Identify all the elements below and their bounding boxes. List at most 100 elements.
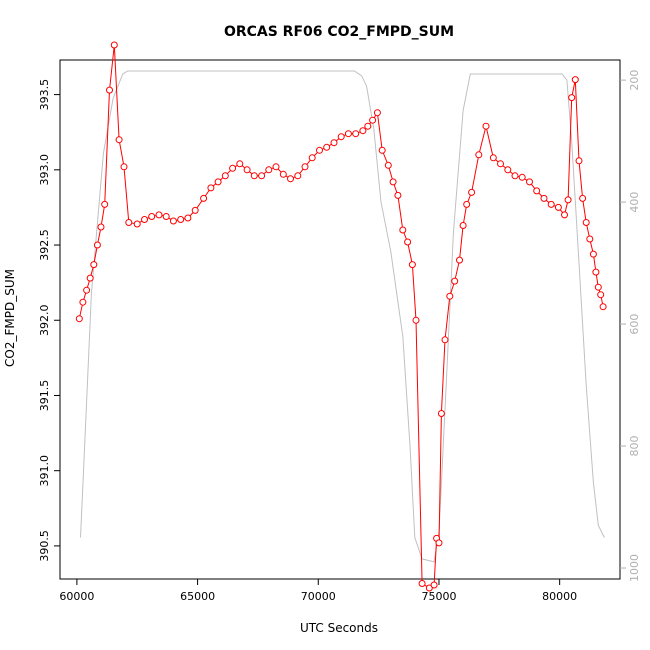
y2-tick-label: 600 <box>628 314 641 335</box>
co2-point <box>250 172 258 180</box>
co2-point <box>441 336 449 344</box>
co2-point <box>265 166 273 174</box>
co2-point <box>221 172 229 180</box>
co2-point <box>169 217 177 225</box>
co2-point <box>561 211 568 219</box>
plot-frame <box>59 59 621 580</box>
y-tick-label: 392.5 <box>38 229 51 261</box>
co2-point <box>90 261 98 269</box>
co2-point <box>308 154 316 162</box>
y-axis-label: CO2_FMPD_SUM <box>3 269 17 367</box>
y-tick-label: 392.0 <box>38 305 51 337</box>
co2-point <box>599 303 607 311</box>
y-tick-label: 393.0 <box>38 154 51 186</box>
co2-point <box>79 298 87 306</box>
co2-point <box>93 241 101 249</box>
co2-point <box>162 213 170 220</box>
co2-point <box>437 410 445 417</box>
co2-point <box>258 172 266 180</box>
co2-point <box>378 146 386 154</box>
co2-point <box>148 213 156 220</box>
co2-point <box>582 219 590 226</box>
co2-point <box>120 163 128 171</box>
co2-point <box>594 283 602 291</box>
co2-point <box>554 203 562 211</box>
y2-tick-label: 400 <box>628 192 641 213</box>
x-tick-label: 80000 <box>542 590 577 603</box>
x-tick-label: 75000 <box>421 590 456 603</box>
co2-point <box>540 194 548 202</box>
co2-point <box>394 191 402 199</box>
co2-point <box>207 184 215 192</box>
x-axis: 60000 65000 70000 75000 80000 <box>59 579 577 603</box>
co2-point <box>451 277 459 285</box>
co2-point <box>236 160 244 168</box>
co2-point <box>115 136 123 144</box>
co2-point <box>287 175 294 183</box>
co2-point <box>435 539 443 547</box>
co2-point <box>575 157 583 165</box>
y-axis-right: 200 400 600 800 1000 <box>620 70 641 582</box>
co2-point <box>412 316 420 324</box>
co2-point <box>408 261 416 269</box>
y-axis-left: 390.5 391.0 391.5 392.0 392.5 393.0 393.5 <box>38 79 60 562</box>
co2-point <box>468 188 476 196</box>
co2-point <box>191 206 199 214</box>
co2-point <box>133 220 141 228</box>
co2-point <box>323 143 331 151</box>
co2-point <box>83 286 91 294</box>
co2-point <box>344 130 352 138</box>
co2-point <box>504 166 512 174</box>
co2-point <box>446 292 454 300</box>
co2-series-points <box>75 41 607 592</box>
y2-tick-label: 800 <box>628 436 641 457</box>
y-tick-label: 391.5 <box>38 380 51 412</box>
x-tick-label: 60000 <box>59 590 94 603</box>
x-axis-label: UTC Seconds <box>300 621 378 635</box>
co2-point <box>373 109 381 117</box>
co2-point <box>430 581 438 589</box>
co2-point <box>229 164 237 172</box>
co2-series-line <box>78 44 604 589</box>
co2-point <box>404 238 412 246</box>
co2-point <box>125 219 133 226</box>
co2-point <box>294 172 302 180</box>
pressure-line <box>80 70 605 563</box>
co2-point <box>586 235 594 243</box>
co2-point <box>564 196 572 204</box>
chart-title: ORCAS RF06 CO2_FMPD_SUM <box>224 24 454 40</box>
co2-point <box>589 250 597 258</box>
co2-point <box>459 222 467 229</box>
co2-point <box>359 127 367 135</box>
co2-point <box>482 122 490 130</box>
y2-tick-label: 200 <box>628 70 641 91</box>
co2-point <box>547 200 555 208</box>
co2-point <box>184 214 192 222</box>
co2-point <box>369 116 377 124</box>
co2-point <box>272 163 280 171</box>
co2-point <box>75 315 83 323</box>
co2-point <box>337 133 345 141</box>
x-tick-label: 70000 <box>301 590 336 603</box>
co2-point <box>384 161 392 169</box>
co2-point <box>200 194 208 202</box>
co2-point <box>301 163 309 171</box>
co2-point <box>399 226 407 234</box>
co2-point <box>456 256 463 264</box>
co2-point <box>497 160 504 168</box>
co2-point <box>101 200 109 208</box>
x-tick-label: 65000 <box>180 590 215 603</box>
co2-point <box>571 76 579 84</box>
pressure-series <box>80 70 605 563</box>
co2-point <box>489 154 497 162</box>
co2-point <box>279 170 287 178</box>
co2-point <box>475 151 483 159</box>
co2-point <box>526 178 533 186</box>
co2-point <box>364 122 372 130</box>
co2-point <box>352 130 360 138</box>
co2-point <box>511 172 519 180</box>
co2-point <box>418 580 426 587</box>
y-tick-label: 390.5 <box>38 530 51 562</box>
co2-point <box>86 274 94 282</box>
